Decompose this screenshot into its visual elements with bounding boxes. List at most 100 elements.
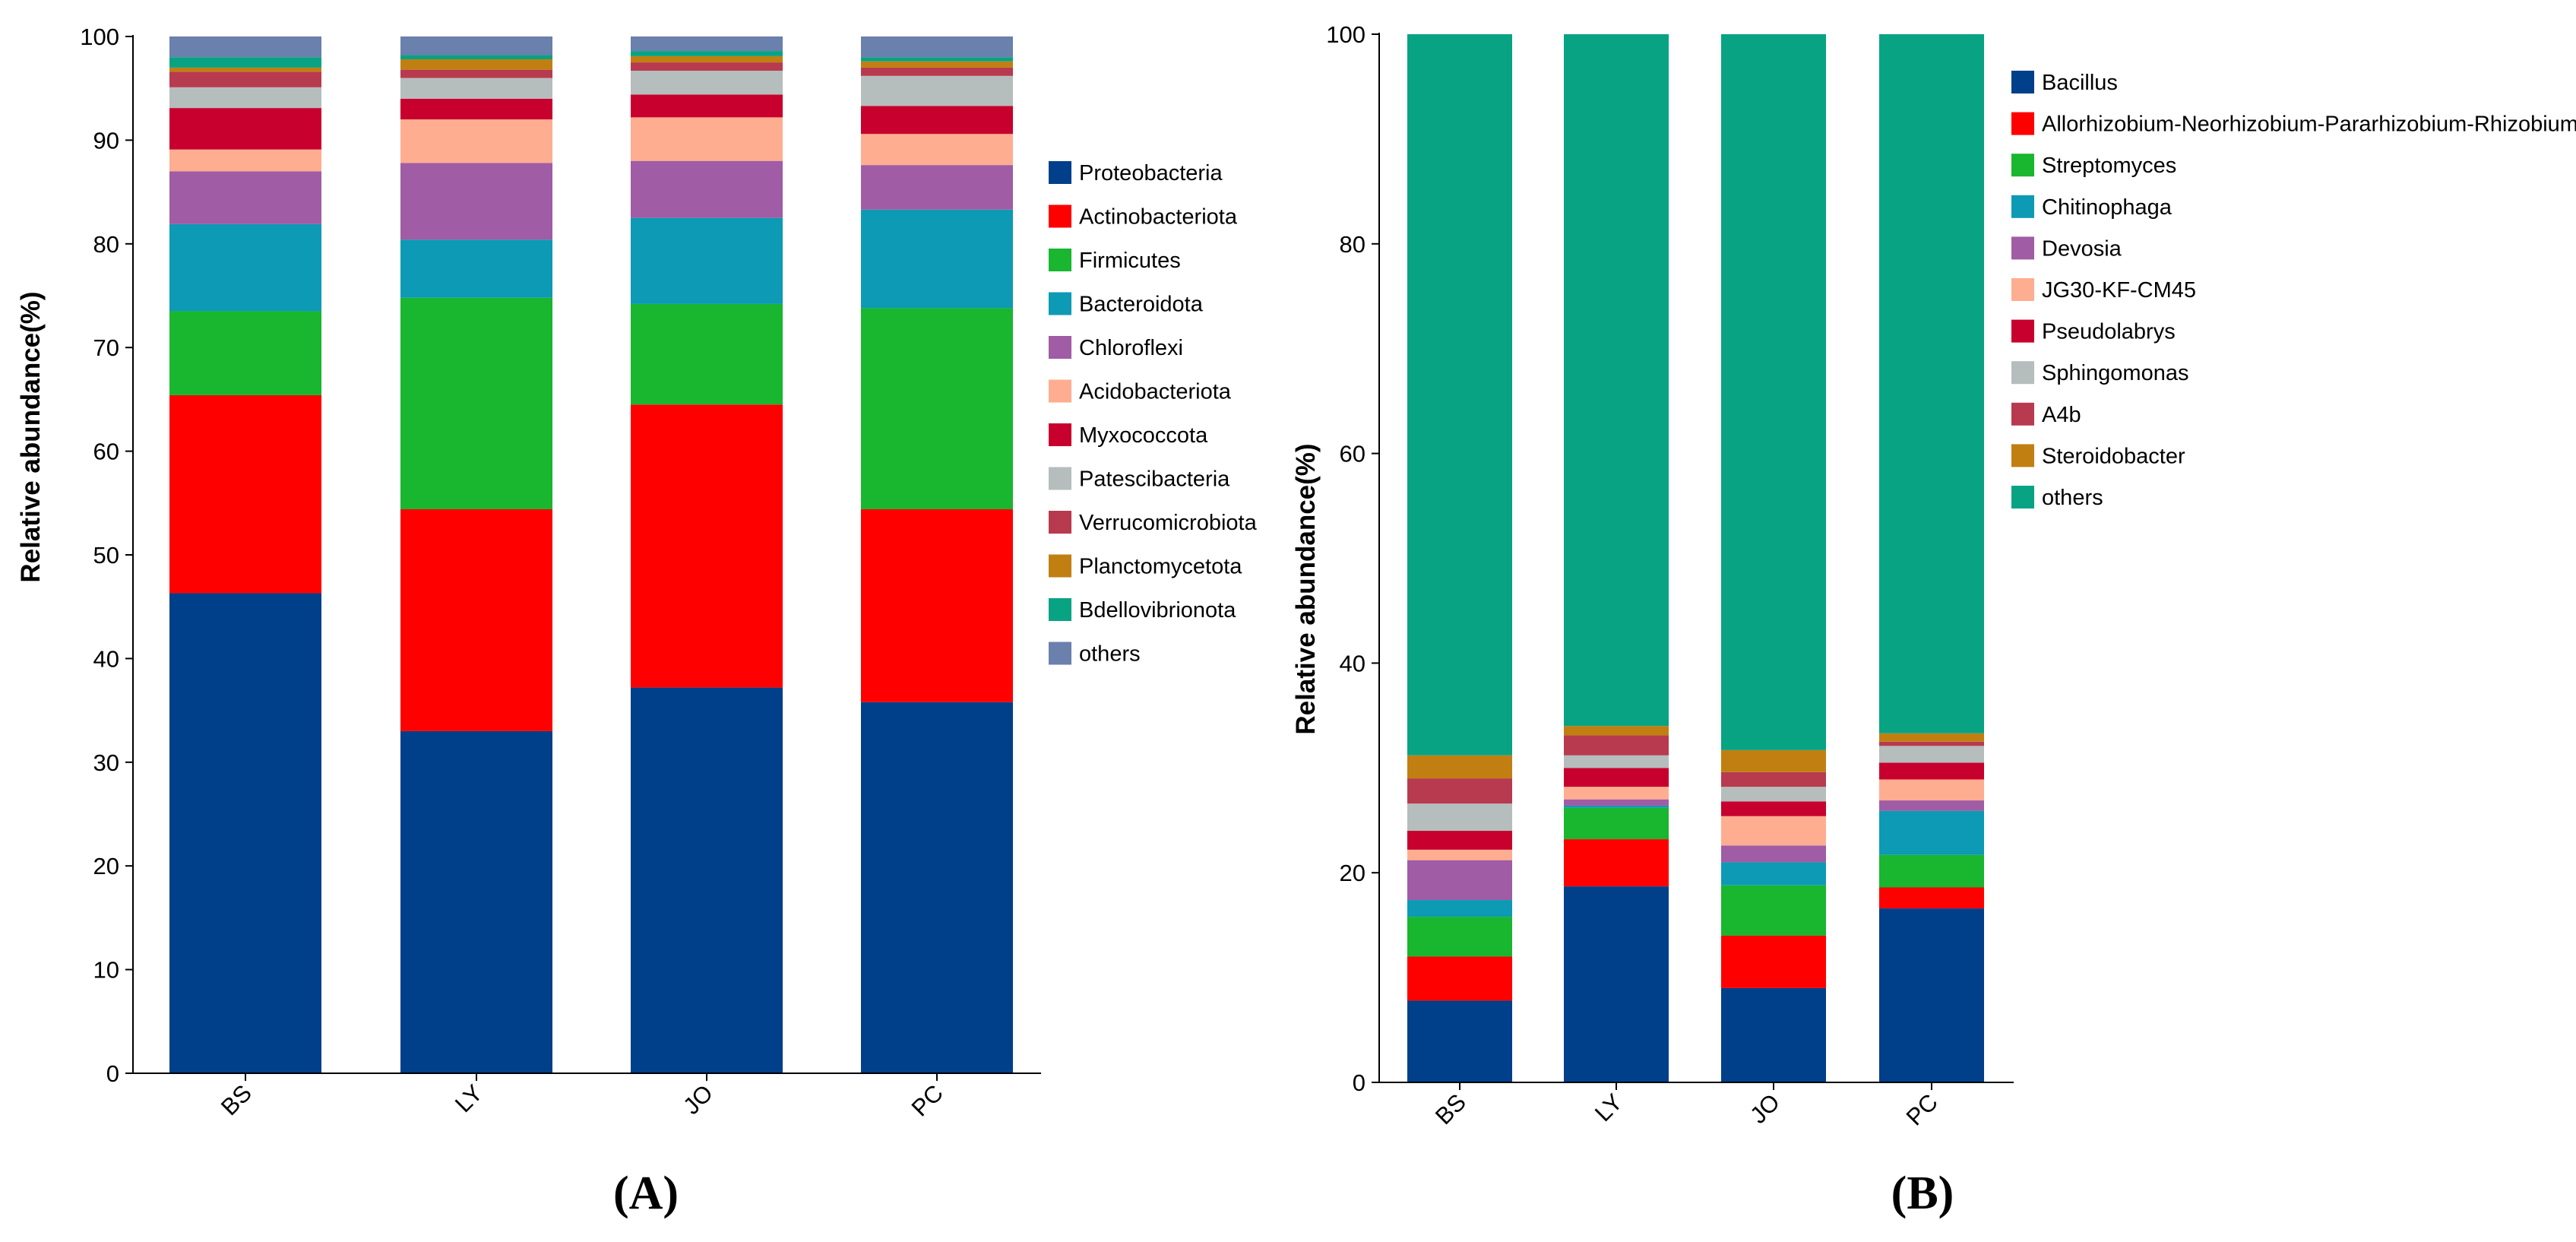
- panel-b-y-axis-label: Relative abundance(%): [1291, 443, 1321, 734]
- panel-b-bar-jo-pseudolabrys: [1721, 801, 1826, 816]
- panel-a-bar-bs-myxococcota: [169, 108, 321, 150]
- panel-a-legend-swatch: [1049, 292, 1071, 315]
- panel-b-bar-ly-devosia: [1564, 799, 1669, 806]
- panel-b-legend-label: Devosia: [2042, 236, 2122, 261]
- panel-b-bar-bs-sphingomonas: [1407, 803, 1512, 832]
- panel-b-legend-label: Allorhizobium-Neorhizobium-Pararhizobium…: [2042, 112, 2576, 137]
- panel-a-y-axis-label: Relative abundance(%): [16, 291, 46, 582]
- panel-a-category-label-bs: BS: [216, 1079, 257, 1120]
- panel-b-chart: Relative abundance(%) 0 20 40 60 80 100 BS LY JO…: [1291, 21, 2576, 1219]
- panel-b-legend-label: Pseudolabrys: [2042, 320, 2176, 344]
- panel-a-bar-pc-others: [861, 36, 1013, 58]
- panel-a-bar-ly-actinobacteriota: [400, 509, 552, 731]
- panel-b-legend-label: Streptomyces: [2042, 154, 2176, 178]
- panel-a-bar-jo-firmicutes: [631, 303, 783, 405]
- panel-b-y-tick-label: 40: [1340, 650, 1366, 676]
- panel-b-bar-pc-sphingomonas: [1879, 746, 1984, 763]
- panel-b-legend-label: Bacillus: [2042, 71, 2118, 95]
- panel-a-bar-jo-others: [631, 36, 783, 52]
- panel-b-legend-label: others: [2042, 486, 2103, 510]
- panel-a-legend-label: Firmicutes: [1079, 249, 1181, 273]
- panel-a-legend-swatch: [1049, 379, 1071, 403]
- panel-b-bar-bs-bacillus: [1407, 1000, 1512, 1082]
- panel-b-bar-ly-others: [1564, 34, 1669, 727]
- panel-a-bar-bs-firmicutes: [169, 311, 321, 395]
- panel-a-bar-jo-chloroflexi: [631, 160, 783, 218]
- panel-a-bar-ly-bdellovibrionota: [400, 55, 552, 60]
- panel-b-bar-bs-chitinophaga: [1407, 900, 1512, 917]
- panel-a-bar-ly-bacteroidota: [400, 239, 552, 298]
- panel-b-legend-label: JG30-KF-CM45: [2042, 278, 2196, 303]
- panel-a-bar-pc-proteobacteria: [861, 702, 1013, 1073]
- panel-a-bar-pc-bacteroidota: [861, 209, 1013, 309]
- panel-b-legend-label: A4b: [2042, 403, 2081, 427]
- panel-a-y-tick-label: 10: [93, 957, 119, 984]
- panel-b-y-tick-label: 100: [1326, 21, 1366, 48]
- panel-a-bar-pc-actinobacteriota: [861, 509, 1013, 702]
- panel-b-legend-swatch: [2011, 361, 2034, 385]
- panel-b-bar-pc-pseudolabrys: [1879, 762, 1984, 780]
- panel-b-bar-jo-bacillus: [1721, 987, 1826, 1082]
- panel-a-bar-jo-acidobacteriota: [631, 117, 783, 161]
- panel-b-bar-pc-bacillus: [1879, 908, 1984, 1082]
- panel-b-legend-label: Sphingomonas: [2042, 361, 2188, 385]
- panel-b-legend-swatch: [2011, 444, 2034, 467]
- panel-a-legend-swatch: [1049, 598, 1071, 621]
- panel-b-bar-jo-steroidobacter: [1721, 749, 1826, 772]
- panel-a-bar-bs-chloroflexi: [169, 171, 321, 224]
- panel-b-bar-bs-steroidobacter: [1407, 755, 1512, 779]
- panel-b-bar-jo-jg30-kf-cm45: [1721, 816, 1826, 846]
- panel-b-y-tick-label: 60: [1340, 441, 1366, 467]
- panel-b-bar-ly-sphingomonas: [1564, 755, 1669, 768]
- panel-b-bar-pc-allorhizobium-neorhizobium-pararhizobium-rhizobium: [1879, 887, 1984, 909]
- panel-b-label: (B): [1891, 1168, 1954, 1219]
- panel-b-category-label-bs: BS: [1430, 1088, 1471, 1130]
- panel-a-bar-pc-bdellovibrionota: [861, 57, 1013, 62]
- panel-a-y-tick-label: 70: [93, 334, 119, 361]
- panel-b-bar-pc-chitinophaga: [1879, 810, 1984, 855]
- panel-a-chart: Relative abundance(%) 0 10 20 30 40 50 60 70 80 9…: [16, 24, 1258, 1219]
- panel-a-bar-jo-verrucomicrobiota: [631, 62, 783, 71]
- panel-b-category-label-jo: JO: [1745, 1088, 1785, 1129]
- panel-a-bar-pc-acidobacteriota: [861, 134, 1013, 166]
- panel-b-y-tick-label: 0: [1353, 1069, 1366, 1096]
- panel-b-bar-bs-devosia: [1407, 860, 1512, 901]
- panel-a-bar-ly-others: [400, 36, 552, 55]
- panel-a-bar-bs-acidobacteriota: [169, 149, 321, 172]
- panel-b-bar-jo-sphingomonas: [1721, 787, 1826, 802]
- panel-b-bar-pc-a4b: [1879, 741, 1984, 746]
- panel-a-bar-pc-myxococcota: [861, 106, 1013, 135]
- panel-b-bar-jo-allorhizobium-neorhizobium-pararhizobium-rhizobium: [1721, 935, 1826, 988]
- panel-b-bar-bs-jg30-kf-cm45: [1407, 849, 1512, 860]
- panel-a-legend-swatch: [1049, 642, 1071, 665]
- panel-a-bar-bs-bacteroidota: [169, 223, 321, 312]
- panel-a-legend-swatch: [1049, 204, 1071, 228]
- panel-b-legend-swatch: [2011, 112, 2034, 135]
- panel-b-bar-ly-allorhizobium-neorhizobium-pararhizobium-rhizobium: [1564, 839, 1669, 887]
- panel-a-legend-label: Bacteroidota: [1079, 293, 1204, 317]
- panel-a-bar-ly-planctomycetota: [400, 59, 552, 70]
- panel-b-bar-jo-streptomyces: [1721, 885, 1826, 936]
- panel-a-legend-label: Chloroflexi: [1079, 336, 1183, 360]
- panel-b-bar-ly-jg30-kf-cm45: [1564, 787, 1669, 800]
- panel-a-y-tick-label: 0: [106, 1060, 119, 1087]
- panel-a-bar-pc-patescibacteria: [861, 75, 1013, 106]
- panel-b-y-tick-label: 20: [1340, 860, 1366, 886]
- panel-a-y-tick-label: 50: [93, 542, 119, 569]
- panel-b-legend-swatch: [2011, 236, 2034, 260]
- panel-a-bar-ly-patescibacteria: [400, 78, 552, 99]
- panel-a-legend-label: Proteobacteria: [1079, 161, 1223, 185]
- panel-a-y-tick-label: 100: [80, 24, 119, 50]
- panel-b-legend-swatch: [2011, 154, 2034, 177]
- panel-a-bar-bs-actinobacteriota: [169, 394, 321, 594]
- panel-a-legend-swatch: [1049, 511, 1071, 534]
- panel-a-bar-jo-bacteroidota: [631, 217, 783, 304]
- panel-a-bars: [169, 36, 1013, 1073]
- panel-a-legend-swatch: [1049, 336, 1071, 359]
- panel-a-bar-jo-proteobacteria: [631, 687, 783, 1073]
- panel-a-category-label-pc: PC: [907, 1079, 948, 1121]
- panel-b-legend-swatch: [2011, 486, 2034, 509]
- panel-a-y-tick-label: 20: [93, 853, 119, 879]
- panel-b-legend-swatch: [2011, 319, 2034, 343]
